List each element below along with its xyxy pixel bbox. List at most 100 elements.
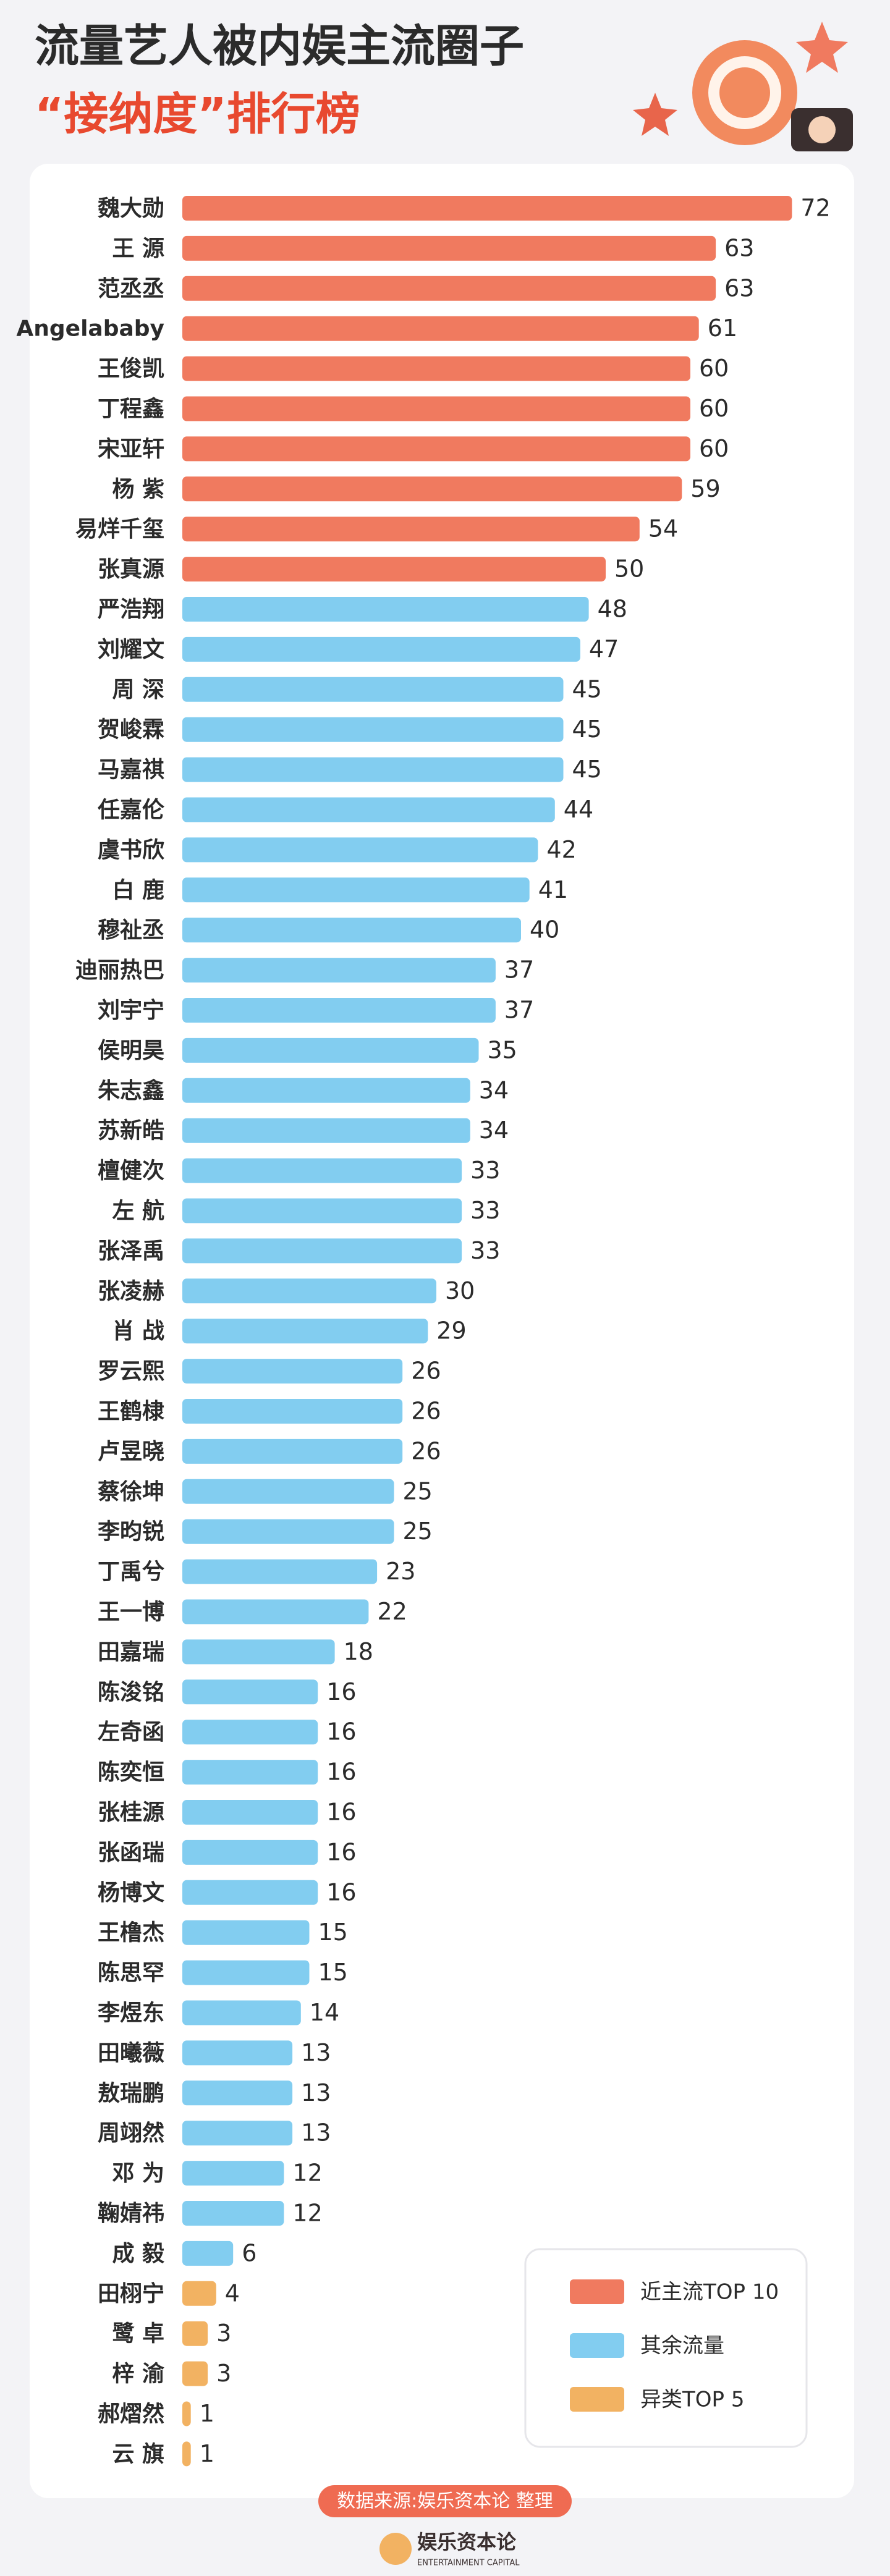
bar	[182, 2201, 284, 2226]
value-label: 26	[411, 1398, 441, 1425]
category-label: 张泽禹	[98, 1238, 164, 1264]
category-label: 鞠婧祎	[98, 2201, 164, 2226]
category-label: 马嘉祺	[98, 758, 164, 783]
category-label: 任嘉伦	[98, 798, 165, 823]
bar	[182, 1037, 479, 1063]
value-label: 25	[403, 1518, 433, 1545]
category-label: 宋亚轩	[98, 436, 164, 462]
category-label: 王俊凯	[98, 357, 164, 382]
bar	[182, 1720, 318, 1745]
bar	[182, 2240, 234, 2266]
category-label: 易烊千玺	[75, 517, 164, 542]
value-label: 16	[326, 1759, 356, 1786]
logo-tagline: ENTERTAINMENT CAPITAL	[417, 2559, 520, 2568]
bar	[182, 1599, 369, 1624]
category-label: 李煜东	[98, 2001, 164, 2026]
bar	[182, 2040, 293, 2066]
logo-icon	[379, 2533, 412, 2565]
category-label: 刘耀文	[98, 637, 164, 662]
value-label: 13	[301, 2039, 331, 2066]
bar	[182, 2361, 208, 2386]
decor-icon	[633, 22, 853, 151]
category-label: 罗云熙	[98, 1359, 164, 1384]
category-label: 檀健次	[98, 1159, 164, 1184]
bar	[182, 316, 699, 341]
value-label: 60	[699, 395, 729, 422]
bar	[182, 2281, 216, 2306]
source: 数据来源:娱乐资本论 整理	[337, 2491, 553, 2512]
value-label: 26	[411, 1358, 441, 1385]
value-label: 23	[386, 1558, 415, 1585]
category-label: 苏新皓	[98, 1118, 164, 1144]
source-pill	[318, 2485, 572, 2517]
value-label: 41	[538, 876, 568, 903]
category-label: 严浩翔	[98, 597, 164, 622]
category-label: 左 航	[112, 1198, 164, 1224]
bar	[182, 1960, 310, 1985]
category-label: 王一博	[98, 1600, 164, 1625]
bar	[182, 636, 580, 662]
bar	[182, 1319, 428, 1344]
value-label: 1	[200, 2400, 214, 2427]
category-label: 王 源	[112, 236, 164, 261]
bar	[182, 2080, 293, 2106]
category-label: 张真源	[98, 557, 164, 582]
bar	[182, 1238, 462, 1264]
bar	[182, 1078, 470, 1103]
value-label: 47	[589, 635, 619, 662]
category-label: 左奇函	[98, 1720, 164, 1745]
category-label: 肖 战	[112, 1319, 164, 1344]
value-label: 45	[572, 675, 602, 703]
category-label: 王橹杰	[98, 1920, 164, 1946]
value-label: 50	[614, 555, 644, 583]
bar	[182, 918, 521, 943]
bar	[182, 998, 496, 1023]
bar	[182, 837, 538, 863]
value-label: 37	[504, 997, 534, 1024]
value-label: 26	[411, 1437, 441, 1464]
category-label: 张函瑞	[98, 1840, 164, 1865]
category-label: Angelababy	[16, 316, 164, 342]
value-label: 72	[800, 195, 830, 222]
bar	[182, 1278, 436, 1304]
bar	[182, 517, 640, 542]
value-label: 30	[445, 1277, 475, 1304]
value-label: 15	[318, 1959, 348, 1986]
category-label: 刘宇宁	[98, 998, 164, 1023]
bar	[182, 2401, 191, 2426]
category-label: 云 旗	[112, 2441, 164, 2467]
legend-label: 异类TOP 5	[640, 2388, 744, 2412]
category-label: 周翊然	[98, 2120, 164, 2146]
value-label: 44	[564, 796, 593, 823]
bar	[182, 1198, 462, 1223]
legend-swatch	[570, 2387, 624, 2412]
bar	[182, 797, 555, 822]
value-label: 25	[403, 1477, 433, 1505]
value-label: 42	[546, 836, 576, 863]
bar	[182, 436, 690, 462]
category-label: 蔡徐坤	[98, 1479, 164, 1505]
bar	[182, 1679, 318, 1705]
value-label: 60	[699, 435, 729, 462]
value-label: 16	[326, 1838, 356, 1865]
value-label: 13	[301, 2079, 331, 2106]
legend-label: 其余流量	[640, 2334, 724, 2359]
value-label: 33	[470, 1197, 500, 1224]
category-label: 迪丽热巴	[75, 958, 164, 983]
bar	[182, 717, 564, 742]
value-label: 34	[479, 1076, 509, 1104]
category-label: 卢昱晓	[98, 1439, 164, 1464]
bar	[182, 2321, 208, 2346]
bar	[182, 356, 690, 381]
category-label: 梓 渝	[112, 2362, 164, 2387]
value-label: 29	[436, 1317, 466, 1345]
category-label: 杨博文	[98, 1880, 164, 1906]
category-label: 侯明昊	[98, 1038, 164, 1063]
value-label: 6	[242, 2239, 256, 2266]
category-label: 张桂源	[98, 1800, 164, 1825]
bar	[182, 1880, 318, 1905]
category-label: 穆祉丞	[98, 918, 164, 943]
category-label: 王鹤棣	[98, 1399, 164, 1424]
